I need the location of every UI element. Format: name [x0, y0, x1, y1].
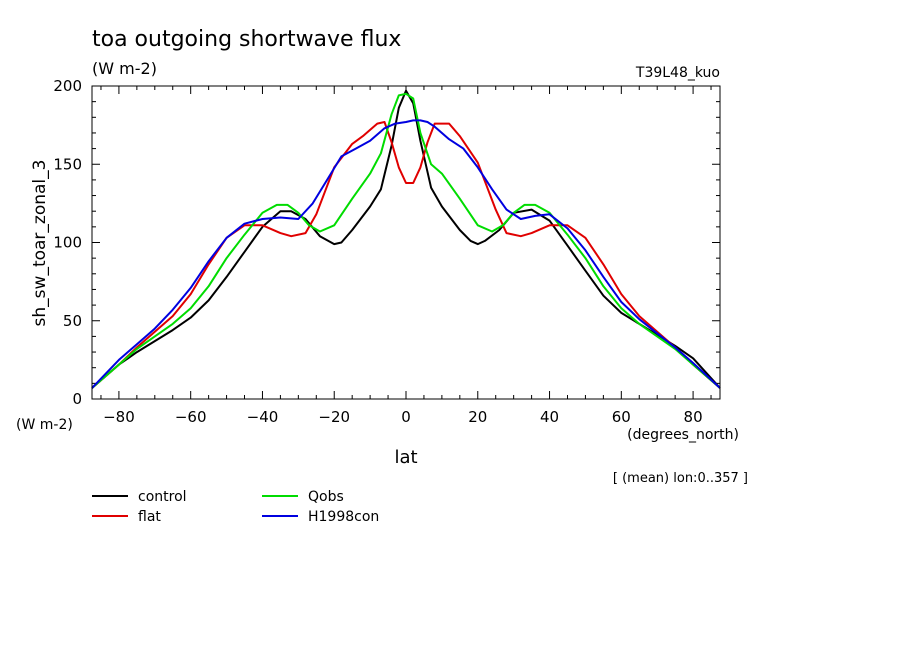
run-label: T39L48_kuo — [635, 65, 720, 81]
series-lines — [91, 89, 721, 389]
legend: control flat Qobs H1998con — [92, 489, 379, 525]
y-tick-label: 150 — [53, 155, 82, 173]
x-tick-label: 80 — [684, 408, 703, 426]
series-line-qobs — [91, 92, 721, 389]
series-line-flat — [91, 121, 721, 389]
y-tick-label: 0 — [72, 390, 82, 408]
x-tick-label: 20 — [468, 408, 487, 426]
legend-label-h1998con: H1998con — [308, 509, 379, 525]
legend-item-flat: flat — [92, 509, 161, 525]
tick-labels: −80 −60 −40 −20 0 20 40 60 80 0 50 100 150 200 — [53, 77, 702, 426]
legend-label-control: control — [138, 489, 187, 505]
legend-label-qobs: Qobs — [308, 489, 344, 505]
x-tick-label: 40 — [540, 408, 559, 426]
y-tick-label: 200 — [53, 77, 82, 95]
legend-item-control: control — [92, 489, 187, 505]
x-tick-label: −20 — [318, 408, 350, 426]
x-tick-label: −40 — [247, 408, 279, 426]
mean-note: [ (mean) lon:0..357 ] — [613, 471, 748, 486]
legend-item-qobs: Qobs — [262, 489, 344, 505]
y-tick-label: 50 — [63, 312, 82, 330]
x-tick-label: −80 — [103, 408, 135, 426]
series-line-control — [91, 89, 721, 389]
x-axis-units: (degrees_north) — [627, 427, 739, 443]
legend-item-h1998con: H1998con — [262, 509, 379, 525]
x-axis-label: lat — [394, 447, 417, 468]
legend-label-flat: flat — [138, 509, 161, 525]
series-line-h1998con — [91, 119, 721, 389]
x-tick-label: 60 — [612, 408, 631, 426]
plot-frame — [91, 85, 721, 400]
chart-units: (W m-2) — [92, 59, 157, 78]
y-axis-label: sh_sw_toar_zonal_3 — [30, 160, 50, 327]
x-tick-label: −60 — [175, 408, 207, 426]
chart-title: toa outgoing shortwave flux — [92, 27, 401, 52]
axis-ticks — [92, 85, 720, 400]
x-tick-label: 0 — [401, 408, 411, 426]
y-tick-label: 100 — [53, 234, 82, 252]
y-axis-units: (W m-2) — [16, 417, 73, 433]
